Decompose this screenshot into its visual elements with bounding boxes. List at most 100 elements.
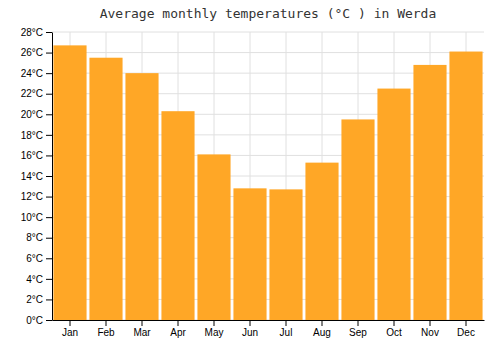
bar (161, 111, 194, 320)
tick-label: Jun (242, 327, 258, 338)
tick-mark (466, 320, 467, 326)
bars (53, 45, 482, 320)
tick-label: Jan (62, 327, 78, 338)
bar (377, 89, 410, 320)
tick-mark (46, 155, 52, 156)
tick-label: 0°C (26, 315, 43, 326)
tick: 26°C (21, 47, 52, 58)
tick: 16°C (21, 150, 52, 161)
axis-line (52, 33, 53, 321)
tick-label: Oct (386, 327, 402, 338)
tick: Apr (170, 320, 186, 338)
tick-label: Sep (349, 327, 367, 338)
tick-label: 10°C (21, 212, 43, 223)
tick-mark (46, 217, 52, 218)
grid (52, 32, 484, 320)
tick-label: May (205, 327, 224, 338)
bar (233, 188, 266, 320)
bar (125, 73, 158, 320)
tick-mark (142, 320, 143, 326)
tick: Nov (421, 320, 439, 338)
tick: 20°C (21, 109, 52, 120)
tick: 10°C (21, 212, 52, 223)
tick-mark (46, 320, 52, 321)
tick-label: 2°C (26, 294, 43, 305)
bar (53, 45, 86, 320)
tick-mark (46, 299, 52, 300)
tick-label: 4°C (26, 274, 43, 285)
tick: 8°C (26, 232, 52, 243)
tick: 2°C (26, 294, 52, 305)
y-axis: 0°C 2°C 4°C 6°C 8°C 10°C 12°C 14°C 16°C 18°C 20°C 2… (21, 27, 53, 326)
tick: Jan (62, 320, 78, 338)
tick-mark (286, 320, 287, 326)
bar (197, 154, 230, 320)
tick-mark (46, 53, 52, 54)
title: Average monthly temperatures (°C ) in We… (100, 6, 437, 21)
tick-mark (70, 320, 71, 326)
tick: Oct (386, 320, 402, 338)
tick: 22°C (21, 88, 52, 99)
tick-label: Feb (97, 327, 115, 338)
tick-mark (250, 320, 251, 326)
bar (269, 189, 302, 320)
tick-label: Dec (457, 327, 475, 338)
tick-label: Apr (170, 327, 186, 338)
tick-mark (46, 135, 52, 136)
tick-mark (46, 197, 52, 198)
tick-label: 24°C (21, 68, 43, 79)
tick-mark (46, 114, 52, 115)
tick: 28°C (21, 27, 52, 38)
tick: Aug (313, 320, 331, 338)
tick-label: Mar (133, 327, 151, 338)
tick-mark (214, 320, 215, 326)
bar (305, 163, 338, 320)
tick-label: 18°C (21, 130, 43, 141)
bar (449, 52, 482, 320)
tick-label: 16°C (21, 150, 43, 161)
tick-mark (46, 94, 52, 95)
tick: 18°C (21, 130, 52, 141)
tick-mark (46, 73, 52, 74)
tick-mark (46, 176, 52, 177)
grid-line (52, 32, 484, 33)
tick-label: 22°C (21, 88, 43, 99)
tick: Feb (97, 320, 115, 338)
chart: 0°C 2°C 4°C 6°C 8°C 10°C 12°C 14°C 16°C 18°C 20°C 2… (0, 0, 500, 350)
tick-mark (394, 320, 395, 326)
tick: 12°C (21, 191, 52, 202)
bar (413, 65, 446, 320)
tick: 4°C (26, 274, 52, 285)
tick: Mar (133, 320, 151, 338)
tick-mark (46, 279, 52, 280)
tick: 24°C (21, 68, 52, 79)
tick-mark (46, 258, 52, 259)
tick-label: Jul (280, 327, 293, 338)
bar (89, 58, 122, 320)
tick: May (205, 320, 224, 338)
tick-mark (178, 320, 179, 326)
tick: Sep (349, 320, 367, 338)
tick-mark (322, 320, 323, 326)
tick: Jun (242, 320, 258, 338)
tick: 0°C (26, 315, 52, 326)
bar (341, 119, 374, 320)
tick-label: 12°C (21, 191, 43, 202)
tick-mark (358, 320, 359, 326)
tick-mark (106, 320, 107, 326)
tick: Jul (280, 320, 293, 338)
tick-mark (46, 238, 52, 239)
tick-mark (430, 320, 431, 326)
x-axis: Jan Feb Mar Apr May Jun Jul Aug Sep Oct Nov Dec (53, 320, 485, 338)
tick: Dec (457, 320, 475, 338)
tick: 6°C (26, 253, 52, 264)
tick-label: 6°C (26, 253, 43, 264)
tick-label: Nov (421, 327, 439, 338)
plot: 0°C 2°C 4°C 6°C 8°C 10°C 12°C 14°C 16°C 18°C 20°C 2… (21, 27, 485, 338)
tick-label: 28°C (21, 27, 43, 38)
grid-line (52, 52, 484, 53)
tick: 14°C (21, 171, 52, 182)
tick-label: Aug (313, 327, 331, 338)
axis-line (53, 320, 485, 321)
tick-label: 14°C (21, 171, 43, 182)
